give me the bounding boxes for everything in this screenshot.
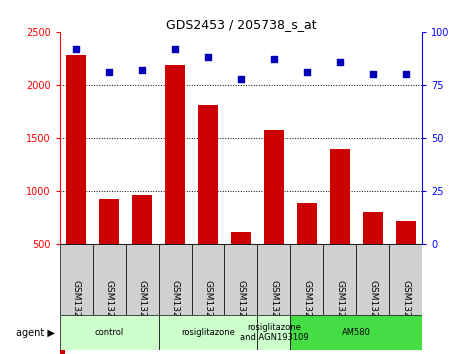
Text: agent ▶: agent ▶ xyxy=(16,328,55,338)
Point xyxy=(402,72,409,77)
Point xyxy=(204,55,212,60)
Text: GSM132924: GSM132924 xyxy=(203,280,213,334)
Point xyxy=(139,67,146,73)
Point xyxy=(106,69,113,75)
Bar xyxy=(291,315,422,350)
Title: GDS2453 / 205738_s_at: GDS2453 / 205738_s_at xyxy=(166,18,316,31)
Bar xyxy=(60,315,158,350)
Text: rosiglitazone
and AGN193109: rosiglitazone and AGN193109 xyxy=(240,323,308,342)
Bar xyxy=(198,105,218,244)
Text: GSM132919: GSM132919 xyxy=(72,280,81,335)
Bar xyxy=(324,244,356,315)
Point xyxy=(171,46,179,52)
Point xyxy=(270,57,278,62)
Bar xyxy=(132,195,152,244)
Point xyxy=(369,72,376,77)
Text: GSM132923: GSM132923 xyxy=(105,280,114,335)
Bar xyxy=(396,222,416,244)
Bar xyxy=(191,244,224,315)
Text: GSM132927: GSM132927 xyxy=(138,280,146,335)
Bar xyxy=(389,244,422,315)
Text: AM580: AM580 xyxy=(342,328,371,337)
Bar xyxy=(356,244,389,315)
Text: GSM132926: GSM132926 xyxy=(269,280,279,335)
Point xyxy=(336,59,343,64)
Bar xyxy=(224,244,257,315)
Text: GSM132925: GSM132925 xyxy=(368,280,377,335)
Point xyxy=(73,46,80,52)
Bar xyxy=(165,65,185,244)
Point xyxy=(303,69,311,75)
Bar xyxy=(257,244,291,315)
Bar xyxy=(291,244,324,315)
Point xyxy=(237,76,245,81)
Text: GSM132930: GSM132930 xyxy=(302,280,311,335)
Bar xyxy=(257,315,291,350)
Text: GSM132928: GSM132928 xyxy=(236,280,246,335)
Bar xyxy=(93,244,126,315)
Bar xyxy=(330,149,350,244)
Text: GSM132921: GSM132921 xyxy=(171,280,179,335)
Bar xyxy=(158,244,191,315)
Bar xyxy=(158,315,257,350)
Bar xyxy=(99,199,119,244)
Text: GSM132929: GSM132929 xyxy=(401,280,410,335)
Bar xyxy=(66,55,86,244)
Bar xyxy=(231,232,251,244)
Text: rosiglitazone: rosiglitazone xyxy=(181,328,235,337)
Bar xyxy=(126,244,158,315)
Bar xyxy=(297,203,317,244)
Text: GSM132922: GSM132922 xyxy=(336,280,344,334)
Text: control: control xyxy=(95,328,124,337)
Bar xyxy=(363,212,383,244)
Bar xyxy=(264,130,284,244)
Bar xyxy=(60,244,93,315)
